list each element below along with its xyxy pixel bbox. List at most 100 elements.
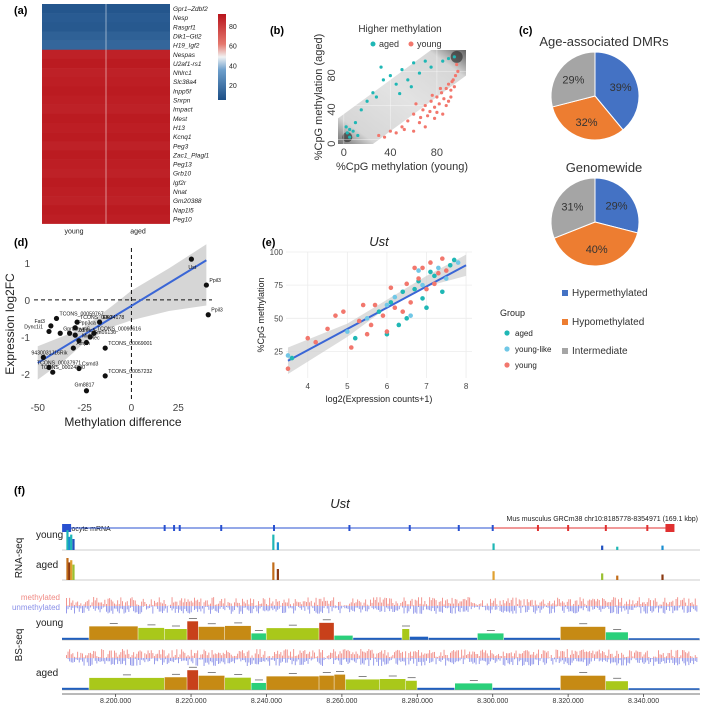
- unmethylated-bar: [170, 658, 171, 661]
- methylated-bar: [490, 650, 491, 658]
- heat-cell: [106, 22, 170, 31]
- methylated-bar: [575, 601, 576, 606]
- unmethylated-bar: [520, 658, 521, 660]
- unmethylated-bar: [288, 606, 289, 608]
- unmethylated-bar: [464, 658, 465, 659]
- methylated-bar: [634, 604, 635, 606]
- unmethylated-bar: [101, 606, 102, 609]
- unmethylated-bar: [685, 658, 686, 666]
- methylated-bar: [676, 651, 677, 658]
- methylated-bar: [576, 600, 577, 606]
- unmethylated-bar: [282, 606, 283, 613]
- methylated-bar: [308, 597, 309, 606]
- methylated-bar: [296, 656, 297, 658]
- methylated-bar: [610, 602, 611, 606]
- methylated-bar: [335, 605, 336, 606]
- methylated-bar: [85, 655, 86, 658]
- unmethylated-bar: [141, 658, 142, 660]
- methylated-bar: [218, 653, 219, 658]
- bs-block: [199, 627, 225, 640]
- unmethylated-bar: [495, 658, 496, 663]
- unmethylated-bar: [482, 658, 483, 660]
- unmethylated-bar: [696, 658, 697, 662]
- unmethylated-bar: [208, 658, 209, 664]
- methylated-bar: [527, 650, 528, 658]
- methylated-bar: [160, 654, 161, 658]
- unmethylated-bar: [688, 606, 689, 612]
- unmethylated-bar: [309, 658, 310, 659]
- unmethylated-bar: [592, 606, 593, 610]
- unmethylated-bar: [199, 658, 200, 659]
- unmethylated-bar: [687, 606, 688, 613]
- methylated-bar: [594, 654, 595, 658]
- methylated-bar: [320, 652, 321, 658]
- methylated-bar: [269, 656, 270, 658]
- methylated-bar: [375, 657, 376, 658]
- scatter-point-young: [419, 116, 422, 119]
- methylated-bar: [588, 601, 589, 606]
- unmethylated-bar: [527, 606, 528, 612]
- methylated-bar: [324, 597, 325, 606]
- unmethylated-bar: [687, 658, 688, 662]
- unmethylated-bar: [568, 658, 569, 665]
- rna-peak: [616, 576, 618, 580]
- unmethylated-bar: [597, 606, 598, 608]
- unmethylated-bar: [68, 606, 69, 609]
- unmethylated-bar: [328, 606, 329, 613]
- methylated-bar: [128, 605, 129, 606]
- methylated-bar: [228, 652, 229, 658]
- methylated-bar: [584, 652, 585, 658]
- scatter-point-young-like: [436, 266, 441, 271]
- methylated-bar: [112, 601, 113, 606]
- y-axis-title: %CpG methylation: [256, 277, 266, 352]
- legend-swatch-hypo: [562, 319, 568, 325]
- unmethylated-bar: [562, 606, 563, 611]
- methylated-bar: [636, 603, 637, 606]
- legend-marker: [504, 346, 509, 351]
- unmethylated-bar: [128, 658, 129, 659]
- methylated-bar: [239, 651, 240, 658]
- unmethylated-bar: [266, 606, 267, 610]
- methylated-bar: [66, 655, 67, 658]
- unmethylated-bar: [567, 658, 568, 663]
- unmethylated-bar: [368, 658, 369, 666]
- methylated-bar: [244, 602, 245, 606]
- unmethylated-bar: [642, 658, 643, 662]
- methylated-bar: [540, 603, 541, 606]
- methylated-bar: [210, 604, 211, 606]
- unmethylated-bar: [384, 606, 385, 612]
- x-tick-label: 8.260.000: [326, 698, 357, 705]
- methylated-bar: [338, 654, 339, 658]
- methylated-bar: [439, 602, 440, 606]
- unmethylated-bar: [516, 606, 517, 613]
- methylated-bar: [247, 600, 248, 606]
- unmethylated-bar: [120, 606, 121, 608]
- unmethylated-bar: [260, 606, 261, 608]
- unmethylated-bar: [210, 658, 211, 661]
- unmethylated-bar: [364, 658, 365, 665]
- methylated-bar: [149, 604, 150, 606]
- methylated-bar: [597, 651, 598, 658]
- unmethylated-bar: [125, 658, 126, 665]
- methylated-bar: [376, 597, 377, 606]
- unmethylated-bar: [653, 606, 654, 611]
- x-tick-label: 8: [464, 382, 469, 391]
- panel-label-b: (b): [270, 25, 284, 37]
- unmethylated-bar: [575, 658, 576, 659]
- unmethylated-bar: [202, 606, 203, 609]
- methylated-bar: [554, 657, 555, 658]
- unmethylated-bar: [223, 658, 224, 662]
- methylated-bar: [332, 653, 333, 658]
- unmethylated-bar: [455, 606, 456, 613]
- methylated-bar: [690, 656, 691, 658]
- unmethylated-bar: [69, 606, 70, 607]
- methylated-bar: [509, 603, 510, 606]
- scatter-point-young: [373, 303, 378, 308]
- unmethylated-bar: [372, 606, 373, 608]
- methylated-bar: [528, 602, 529, 606]
- methylated-bar: [316, 657, 317, 658]
- unmethylated-bar: [583, 606, 584, 610]
- pie-slice-label: 31%: [561, 202, 583, 214]
- unmethylated-bar: [340, 658, 341, 665]
- unmethylated-bar: [396, 658, 397, 664]
